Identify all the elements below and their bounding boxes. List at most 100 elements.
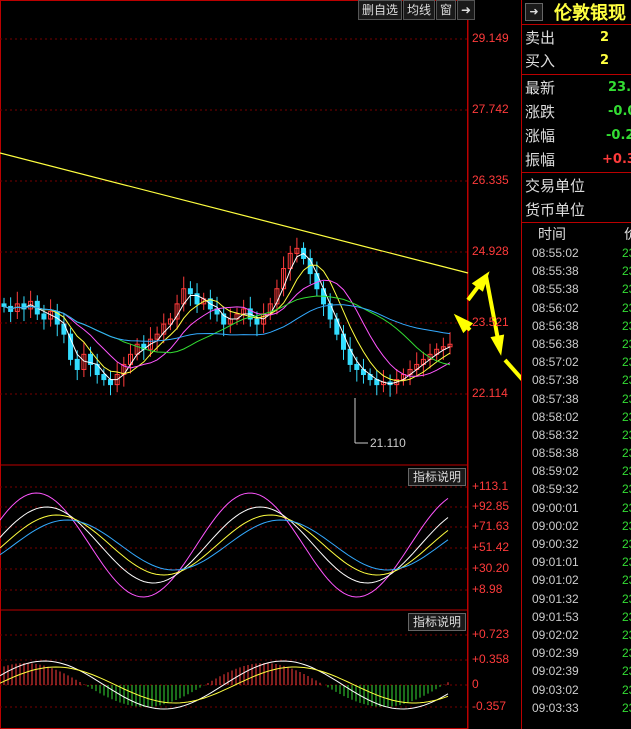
tick-time: 08:58:32 [532, 427, 579, 442]
tick-time: 09:01:53 [532, 609, 579, 624]
axis-tick-label: 27.742 [472, 102, 509, 116]
candle [281, 256, 287, 297]
candle [101, 368, 107, 386]
candle [167, 312, 173, 331]
tick-row[interactable]: 09:00:02 23 [522, 517, 631, 535]
ma10-line [3, 264, 451, 382]
axis-tick-label: +0.723 [472, 627, 510, 641]
instrument-title: 伦敦银现 [554, 3, 626, 24]
tick-price: 23 [622, 318, 631, 333]
tick-row[interactable]: 08:57:02 23 [522, 353, 631, 371]
candle [241, 299, 247, 325]
exit-icon[interactable]: ➜ [457, 0, 476, 20]
moving-average-button[interactable]: 均线 [403, 0, 436, 20]
candle [307, 249, 313, 285]
axis-tick-label: +30.20 [472, 561, 510, 575]
candle [54, 303, 60, 337]
tick-row[interactable]: 08:56:38 23 [522, 317, 631, 335]
tick-row[interactable]: 08:55:38 23 [522, 262, 631, 280]
tick-list[interactable]: 08:55:02 23 08:55:38 23 08:55:38 23 08:56:02 23… [522, 244, 631, 717]
tick-price: 23 [622, 373, 631, 388]
candle [194, 283, 200, 313]
candle [68, 328, 74, 366]
annotation-arrows [453, 271, 521, 382]
candle [274, 279, 280, 315]
tick-price: 23 [622, 282, 631, 297]
candle [1, 297, 7, 313]
tick-row[interactable]: 09:02:39 23 [522, 644, 631, 662]
candle [360, 358, 366, 384]
candle [161, 313, 167, 344]
tick-time: 08:55:02 [532, 246, 579, 260]
candle [141, 335, 147, 360]
tick-price: 23 [622, 682, 631, 697]
collapse-icon[interactable]: ➜ [525, 3, 543, 21]
window-button[interactable]: 窗 [436, 0, 457, 20]
tick-row[interactable]: 08:56:38 23 [522, 335, 631, 353]
axis-tick-label: 26.335 [472, 173, 509, 187]
tick-row[interactable]: 08:58:02 23 [522, 408, 631, 426]
candle [8, 297, 14, 323]
candle [447, 332, 453, 355]
tick-time: 08:58:38 [532, 446, 579, 461]
candle [247, 296, 253, 327]
tick-price: 23 [622, 555, 631, 570]
candle [400, 368, 406, 386]
k-line [0, 506, 449, 584]
tick-time: 09:00:02 [532, 518, 579, 533]
tick-price: 23 [622, 537, 631, 551]
tick-row[interactable]: 08:55:02 23 [522, 244, 631, 262]
tick-row[interactable]: 09:02:02 23 [522, 626, 631, 644]
tick-price: 23 [622, 700, 631, 715]
tick-time: 08:56:02 [532, 300, 579, 315]
tick-time: 09:03:33 [532, 700, 579, 715]
chart-area[interactable] [0, 0, 521, 729]
tick-time: 09:00:01 [532, 500, 579, 515]
tick-row[interactable]: 09:03:33 23 [522, 699, 631, 717]
j-line [0, 492, 449, 598]
candle [434, 343, 440, 361]
tick-time: 09:00:32 [532, 537, 579, 551]
tick-price: 23 [622, 609, 631, 624]
tick-row[interactable]: 08:57:38 23 [522, 371, 631, 389]
tick-row[interactable]: 08:58:38 23 [522, 444, 631, 462]
candle [127, 343, 133, 374]
tick-price: 23 [622, 646, 631, 661]
candle [287, 245, 293, 281]
tick-price: 23 [622, 482, 631, 497]
candle [108, 370, 114, 396]
tick-row[interactable]: 09:01:32 23 [522, 590, 631, 608]
indicator-explain-button-2[interactable]: 指标说明 [408, 613, 467, 631]
indicator-explain-button-1[interactable]: 指标说明 [408, 468, 467, 486]
tick-price: 23 [622, 300, 631, 315]
tick-time: 08:59:32 [532, 482, 579, 497]
tick-time: 08:57:38 [532, 373, 579, 388]
change-row: 涨跌-0.0 [525, 103, 631, 121]
tick-row[interactable]: 08:55:38 23 [522, 280, 631, 298]
tick-row[interactable]: 09:01:01 23 [522, 553, 631, 571]
tick-row[interactable]: 09:02:39 23 [522, 662, 631, 680]
candle [48, 299, 54, 327]
delete-watchlist-button[interactable]: 删自选 [358, 0, 403, 20]
tick-time: 09:01:01 [532, 555, 579, 570]
tick-time: 08:58:02 [532, 409, 579, 424]
tick-row[interactable]: 08:59:02 23 [522, 462, 631, 480]
tick-row[interactable]: 09:01:53 23 [522, 608, 631, 626]
tick-price: 23 [622, 573, 631, 588]
tick-row[interactable]: 08:57:38 23 [522, 390, 631, 408]
tick-row[interactable]: 09:03:02 23 [522, 681, 631, 699]
tick-row[interactable]: 09:00:01 23 [522, 499, 631, 517]
tick-row[interactable]: 08:56:02 23 [522, 299, 631, 317]
axis-tick-label: +92.85 [472, 499, 510, 513]
trend-line [0, 152, 469, 274]
tick-price: 23 [622, 391, 631, 406]
tick-price: 23 [622, 500, 631, 515]
tick-row[interactable]: 09:01:02 23 [522, 571, 631, 589]
tick-row[interactable]: 08:59:32 23 [522, 480, 631, 498]
tick-row[interactable]: 09:00:32 23 [522, 535, 631, 553]
axis-tick-label: +0.358 [472, 652, 510, 666]
tick-time: 08:57:38 [532, 391, 579, 406]
axis-tick-label: 24.928 [472, 244, 509, 258]
candle [14, 291, 20, 320]
tick-row[interactable]: 08:58:32 23 [522, 426, 631, 444]
